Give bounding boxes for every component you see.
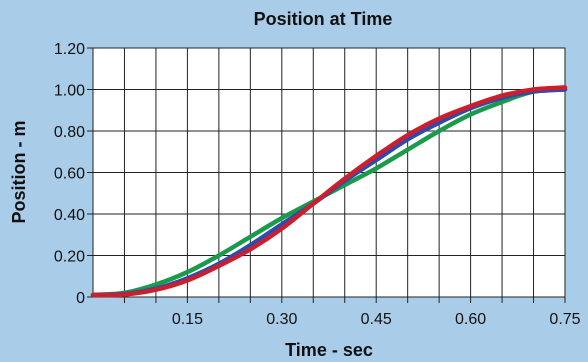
y-tick-label: 1.20	[54, 41, 85, 58]
series-line-3	[90, 85, 568, 298]
plot-area: 0 0.20 0.40 0.60 0.80 1.00 1.20 0.15 0.30 0.45 0.6…	[54, 41, 581, 328]
x-tick-label: 0.60	[455, 311, 486, 328]
x-tick-label: 0.75	[549, 311, 580, 328]
x-tick-label: 0.30	[266, 311, 297, 328]
y-axis-title: Position - m	[9, 121, 29, 224]
chart-title: Position at Time	[254, 9, 393, 29]
y-tick-label: 0.60	[54, 166, 85, 183]
y-tick-label: 0.80	[54, 124, 85, 141]
y-tick-label: 0.20	[54, 249, 85, 266]
y-tick-label: 0	[76, 290, 85, 307]
x-axis-title: Time - sec	[285, 340, 373, 360]
x-tick-label: 0.45	[361, 311, 392, 328]
x-tick-label: 0.15	[172, 311, 203, 328]
y-tick-label: 0.40	[54, 207, 85, 224]
y-tick-label: 1.00	[54, 83, 85, 100]
